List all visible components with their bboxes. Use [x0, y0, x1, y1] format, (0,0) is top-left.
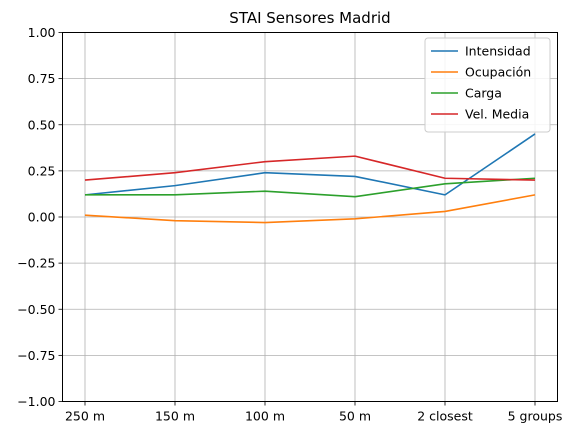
series-line-ocupacion [84, 194, 536, 224]
x-tick-label: 100 m [245, 409, 285, 424]
legend-label: Ocupación [465, 65, 531, 80]
y-tick-label: −0.50 [17, 302, 55, 317]
chart-title: STAI Sensores Madrid [229, 9, 390, 27]
legend-label: Intensidad [465, 44, 531, 59]
legend-box [424, 37, 551, 133]
legend-label: Vel. Media [465, 107, 529, 122]
x-tick-label: 5 groups [508, 409, 563, 424]
x-axis: 250 m 150 m 100 m 50 m 2 closest 5 groups [65, 401, 563, 424]
x-tick-label: 250 m [65, 409, 105, 424]
x-tick-label: 150 m [155, 409, 195, 424]
x-tick-label: 2 closest [417, 409, 473, 424]
y-axis: −1.00 −0.75 −0.50 −0.25 0.00 0.25 0.50 0.75 1.00 [17, 25, 63, 409]
y-tick-label: −0.75 [17, 348, 55, 363]
y-tick-label: −0.25 [17, 256, 55, 271]
y-tick-label: 0.50 [28, 117, 56, 132]
y-tick-label: 0.75 [28, 71, 56, 86]
series-line-carga [85, 177, 536, 198]
series-line-vel-media [84, 155, 536, 181]
series-layer [84, 133, 536, 224]
y-tick-label: −1.00 [17, 394, 55, 409]
x-tick-label: 50 m [339, 409, 371, 424]
y-tick-label: 0.25 [28, 163, 56, 178]
legend-label: Carga [465, 86, 502, 101]
legend: Intensidad Ocupación Carga Vel. Media [424, 37, 551, 133]
y-tick-label: 1.00 [28, 25, 56, 40]
y-tick-label: 0.00 [28, 210, 56, 225]
series-line-intensidad [84, 133, 536, 196]
